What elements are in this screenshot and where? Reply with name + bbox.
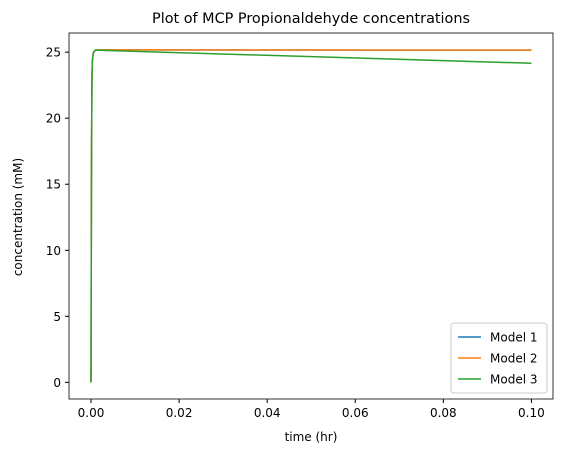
y-tick-label: 15: [46, 178, 61, 192]
chart-title: Plot of MCP Propionaldehyde concentratio…: [152, 11, 470, 27]
y-tick-label: 0: [53, 376, 61, 390]
legend-label: Model 1: [490, 331, 537, 345]
y-axis-label: concentration (mM): [11, 158, 25, 276]
x-tick-label: 0.02: [166, 406, 193, 420]
x-tick-label: 0.04: [254, 406, 281, 420]
x-tick-label: 0.06: [342, 406, 369, 420]
legend-box: [450, 322, 548, 394]
x-axis-label: time (hr): [285, 430, 338, 444]
y-tick-label: 5: [53, 310, 61, 324]
x-tick-label: 0.10: [518, 406, 545, 420]
y-tick-label: 10: [46, 244, 61, 258]
legend-label: Model 3: [490, 373, 537, 387]
y-tick-label: 20: [46, 112, 61, 126]
x-tick-label: 0.08: [430, 406, 457, 420]
axes-frame: [68, 32, 554, 400]
plot-area: 0.00 0.02 0.04 0.06 0.08 0.10 0 5 10 15 20 25 Model …: [46, 32, 554, 420]
x-tick-label: 0.00: [78, 406, 105, 420]
legend-label: Model 2: [490, 352, 537, 366]
series-line-model-3: [90, 49, 532, 383]
y-tick-label: 25: [46, 46, 61, 60]
